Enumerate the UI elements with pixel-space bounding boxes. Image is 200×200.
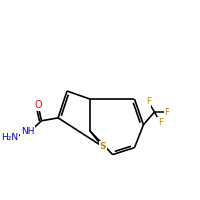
- Text: F: F: [158, 118, 163, 127]
- Text: F: F: [146, 97, 151, 106]
- Text: NH: NH: [21, 127, 35, 136]
- Text: F: F: [164, 108, 169, 117]
- Text: O: O: [35, 100, 42, 110]
- Text: S: S: [99, 142, 106, 151]
- Text: H₂N: H₂N: [1, 133, 19, 142]
